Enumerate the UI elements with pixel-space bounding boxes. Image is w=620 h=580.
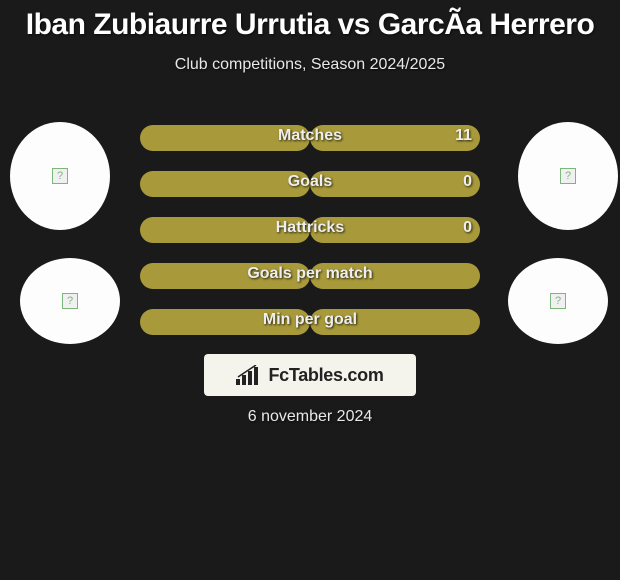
date-text: 6 november 2024 <box>0 408 620 426</box>
player2-face-avatar: ? <box>518 122 618 230</box>
stat-row: Goals per match <box>140 263 480 289</box>
stat-bar-right <box>310 217 480 243</box>
stat-row: Matches11 <box>140 125 480 151</box>
placeholder-icon: ? <box>62 293 78 309</box>
stat-bar-left <box>140 125 310 151</box>
placeholder-icon: ? <box>52 168 68 184</box>
stat-row: Min per goal <box>140 309 480 335</box>
player1-club-avatar: ? <box>20 258 120 344</box>
subtitle: Club competitions, Season 2024/2025 <box>0 56 620 74</box>
stat-row: Goals0 <box>140 171 480 197</box>
stat-bar-right <box>310 171 480 197</box>
player1-face-avatar: ? <box>10 122 110 230</box>
stat-bar-right <box>310 263 480 289</box>
footer-brand-text: FcTables.com <box>268 365 383 386</box>
stat-row: Hattricks0 <box>140 217 480 243</box>
stat-bar-left <box>140 171 310 197</box>
stat-bar-left <box>140 217 310 243</box>
placeholder-icon: ? <box>560 168 576 184</box>
stat-bar-right <box>310 309 480 335</box>
fctables-icon <box>236 365 262 385</box>
placeholder-icon: ? <box>550 293 566 309</box>
stats-bars: Matches11 Goals0 Hattricks0 Goals per match… <box>140 125 480 355</box>
footer-brand-box: FcTables.com <box>204 354 416 396</box>
stat-bar-right <box>310 125 480 151</box>
page-title: Iban Zubiaurre Urrutia vs GarcÃ­a Herrer… <box>0 0 620 42</box>
stat-bar-left <box>140 263 310 289</box>
stat-bar-left <box>140 309 310 335</box>
player2-club-avatar: ? <box>508 258 608 344</box>
